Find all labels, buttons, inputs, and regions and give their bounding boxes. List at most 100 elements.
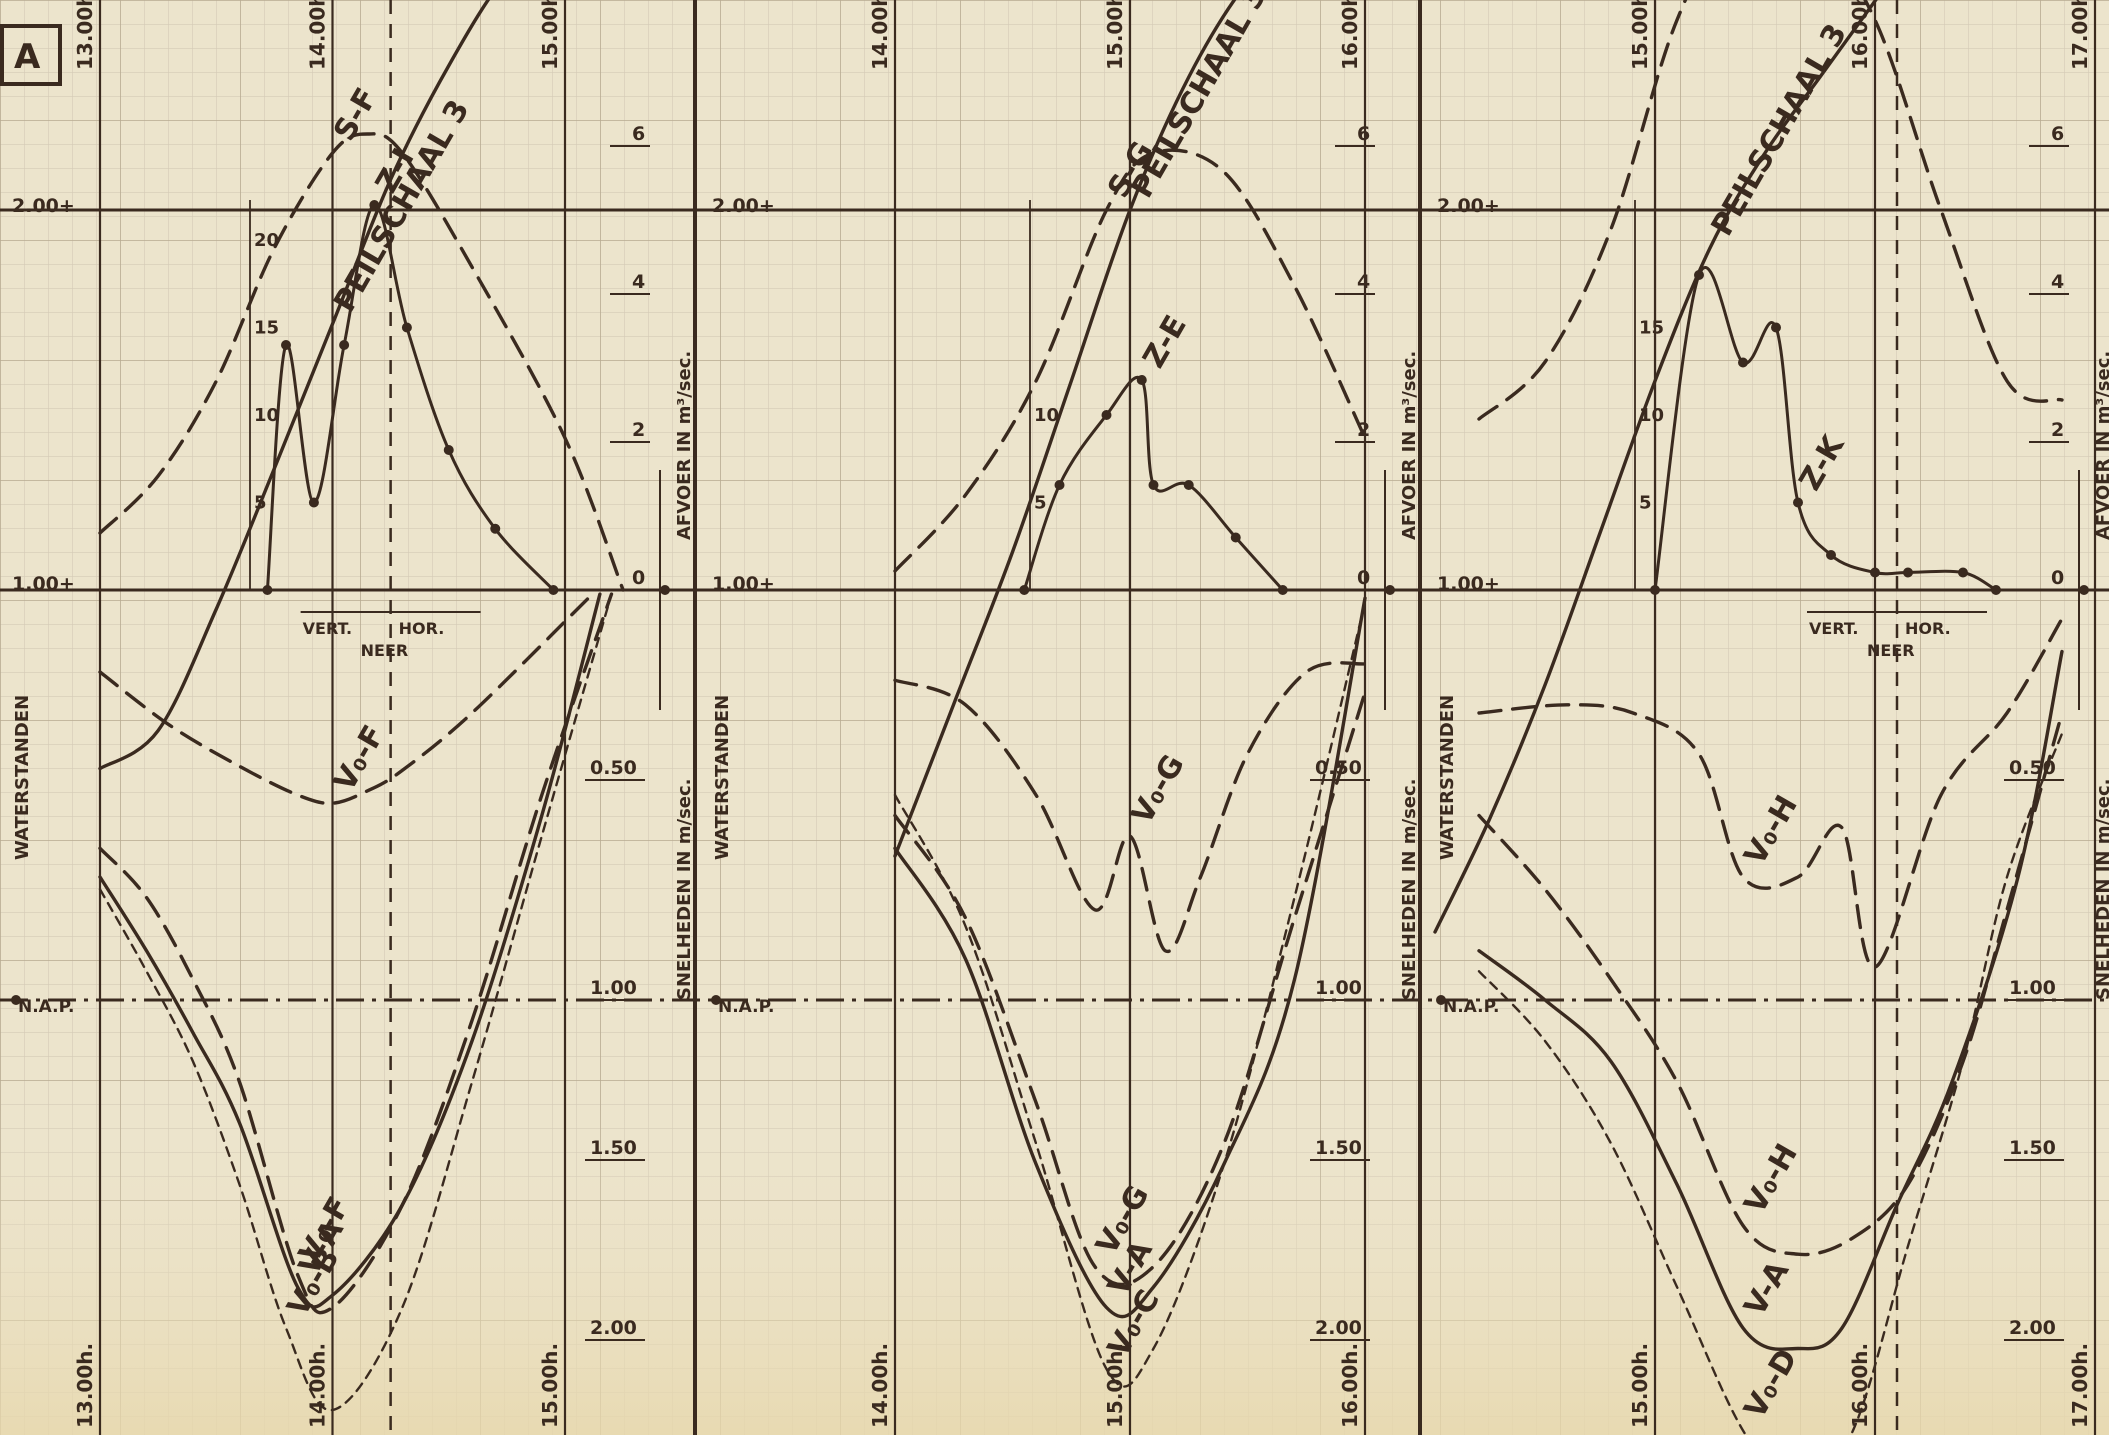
z-data-point xyxy=(1958,567,1968,578)
time-tick-bottom: 15.00h. xyxy=(1103,1343,1127,1428)
afvoer-tick: 2 xyxy=(2051,419,2064,441)
vert-label: VERT. xyxy=(1809,619,1858,638)
z-data-point xyxy=(339,340,350,350)
snelheid-tick: 2.00 xyxy=(2009,1317,2056,1339)
z-data-point xyxy=(490,523,501,534)
time-tick-top: 15.00h. xyxy=(1103,0,1127,70)
nap-dot xyxy=(1436,995,1446,1005)
z-tick: 5 xyxy=(1034,493,1047,514)
z-tick: 10 xyxy=(1034,405,1059,426)
snelheid-tick: 2.00 xyxy=(1315,1317,1362,1339)
z-data-point xyxy=(308,497,319,508)
z-data-point xyxy=(262,585,273,595)
series-v-f xyxy=(98,596,590,805)
z-data-point xyxy=(1148,480,1159,490)
z-tick: 10 xyxy=(254,405,279,426)
neer-label: NEER xyxy=(361,641,409,660)
nap-label: N.A.P. xyxy=(18,997,74,1017)
z-data-point xyxy=(1694,270,1704,280)
z-data-point xyxy=(1136,375,1147,385)
afvoer-tick: 0 xyxy=(632,567,645,589)
time-tick-top: 17.00h. xyxy=(2068,0,2092,70)
series-s-g xyxy=(893,148,1367,573)
afvoer-axis-title: AFVOER IN m³/sec. xyxy=(2093,351,2109,540)
z-data-point xyxy=(1870,567,1880,578)
afvoer-tick: 4 xyxy=(1357,271,1370,293)
z-data-point xyxy=(1991,585,2001,595)
nap-label: N.A.P. xyxy=(1443,997,1499,1017)
snelheid-tick: 1.50 xyxy=(2009,1137,2056,1159)
series-v-h xyxy=(1477,711,2064,1257)
z-data-point xyxy=(1101,410,1112,420)
z-data-point xyxy=(1230,532,1241,543)
water-tick: 1.00+ xyxy=(1437,573,1500,595)
nap-dot xyxy=(11,995,21,1005)
series-v-a xyxy=(893,596,1367,1319)
nap-label: N.A.P. xyxy=(718,997,774,1017)
z-data-point xyxy=(1650,585,1660,595)
snelheid-tick: 1.50 xyxy=(1315,1137,1362,1159)
z-data-point xyxy=(281,340,291,350)
water-tick: 1.00+ xyxy=(12,573,75,595)
afvoer-tick: 0 xyxy=(1357,567,1370,589)
z-data-point xyxy=(1771,322,1781,333)
hor-label: HOR. xyxy=(1905,619,1951,638)
afvoer-tick: 6 xyxy=(632,123,645,145)
z-data-point xyxy=(401,322,412,333)
afvoer-tick: 6 xyxy=(1357,123,1370,145)
afvoer-tick: 4 xyxy=(632,271,645,293)
series-v-b xyxy=(98,592,613,1412)
series-peilschaal-3 xyxy=(893,0,1237,858)
z-data-point xyxy=(369,200,380,210)
snelheid-tick: 1.00 xyxy=(590,977,637,999)
series-v-h xyxy=(1477,617,2064,969)
z-tick: 20 xyxy=(254,230,279,251)
axis-origin-dot xyxy=(2079,585,2089,595)
time-tick-bottom: 15.00h. xyxy=(1628,1343,1652,1428)
snelheid-axis-title: SNELHEDEN IN m/sec. xyxy=(1399,778,1420,1000)
snelheid-tick: 1.00 xyxy=(2009,977,2056,999)
waterstanden-axis-title: WATERSTANDEN xyxy=(1437,695,1458,860)
time-tick-bottom: 13.00h. xyxy=(73,1343,97,1428)
water-tick: 1.00+ xyxy=(712,573,775,595)
axis-origin-dot xyxy=(660,585,670,595)
z-tick: 5 xyxy=(1639,493,1652,514)
z-data-point xyxy=(443,445,454,455)
z-tick: 15 xyxy=(1639,318,1664,339)
z-data-point xyxy=(1826,550,1836,560)
waterstanden-axis-title: WATERSTANDEN xyxy=(12,695,33,860)
z-data-point xyxy=(1019,585,1030,595)
series-v-g xyxy=(893,661,1367,953)
series-v-c xyxy=(893,601,1367,1388)
hor-label: HOR. xyxy=(399,619,445,638)
time-tick-bottom: 14.00h. xyxy=(868,1343,892,1428)
nap-dot xyxy=(711,995,721,1005)
corner-label: A xyxy=(14,37,41,77)
afvoer-tick: 4 xyxy=(2051,271,2064,293)
snelheid-tick: 1.00 xyxy=(1315,977,1362,999)
time-tick-top: 13.00h. xyxy=(73,0,97,70)
z-data-point xyxy=(1277,585,1288,595)
panel-3: 2.00+ 1.00+ 6 4 2 0 AFVOER IN m³/sec. SNELHEDEN… xyxy=(1436,123,2109,1341)
time-tick-top: 15.00h. xyxy=(1628,0,1652,70)
time-tick-bottom: 14.00h. xyxy=(306,1343,330,1428)
series-v-a xyxy=(1477,649,2064,1351)
series-v-a xyxy=(98,592,602,1309)
time-tick-top: 14.00h. xyxy=(306,0,330,70)
neer-label: NEER xyxy=(1867,641,1915,660)
series-s-h xyxy=(1477,0,2064,421)
water-tick: 2.00+ xyxy=(12,195,75,217)
snelheid-axis-title: SNELHEDEN IN m/sec. xyxy=(2093,778,2109,1000)
afvoer-tick: 2 xyxy=(632,419,645,441)
afvoer-axis-title: AFVOER IN m³/sec. xyxy=(1399,351,1420,540)
axis-origin-dot xyxy=(1385,585,1395,595)
z-data-point xyxy=(1793,497,1803,508)
series-peilschaal-3 xyxy=(1433,0,1878,934)
series-peilschaal-3 xyxy=(98,0,491,771)
time-tick-bottom: 17.00h. xyxy=(2068,1343,2092,1428)
neer-marker-1: VERT. HOR. NEER xyxy=(1807,611,1987,660)
snelheid-tick: 1.50 xyxy=(590,1137,637,1159)
z-data-point xyxy=(548,585,559,595)
